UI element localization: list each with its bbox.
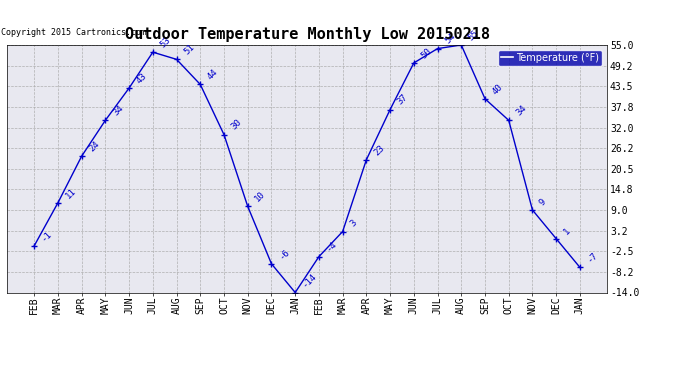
Text: -14: -14 xyxy=(301,272,319,290)
Text: 40: 40 xyxy=(491,82,504,96)
Text: 44: 44 xyxy=(206,68,220,82)
Text: 3: 3 xyxy=(348,219,358,229)
Text: 34: 34 xyxy=(111,104,125,117)
Text: 54: 54 xyxy=(443,32,457,46)
Text: -7: -7 xyxy=(586,251,600,265)
Text: Copyright 2015 Cartronics.com: Copyright 2015 Cartronics.com xyxy=(1,28,146,37)
Text: -1: -1 xyxy=(40,229,54,243)
Text: -6: -6 xyxy=(277,247,291,261)
Text: 51: 51 xyxy=(182,43,196,57)
Text: 53: 53 xyxy=(159,35,172,50)
Text: 24: 24 xyxy=(87,140,101,153)
Legend: Temperature (°F): Temperature (°F) xyxy=(498,50,602,66)
Text: 1: 1 xyxy=(562,226,572,236)
Text: 10: 10 xyxy=(253,190,267,204)
Text: 30: 30 xyxy=(230,118,244,132)
Text: 43: 43 xyxy=(135,71,148,85)
Text: 23: 23 xyxy=(372,143,386,157)
Title: Outdoor Temperature Monthly Low 20150218: Outdoor Temperature Monthly Low 20150218 xyxy=(125,27,489,42)
Text: 50: 50 xyxy=(420,46,433,60)
Text: -4: -4 xyxy=(324,240,338,254)
Text: 34: 34 xyxy=(514,104,529,117)
Text: 9: 9 xyxy=(538,197,548,207)
Text: 11: 11 xyxy=(63,186,77,200)
Text: 37: 37 xyxy=(395,93,410,107)
Text: 55: 55 xyxy=(467,28,481,42)
